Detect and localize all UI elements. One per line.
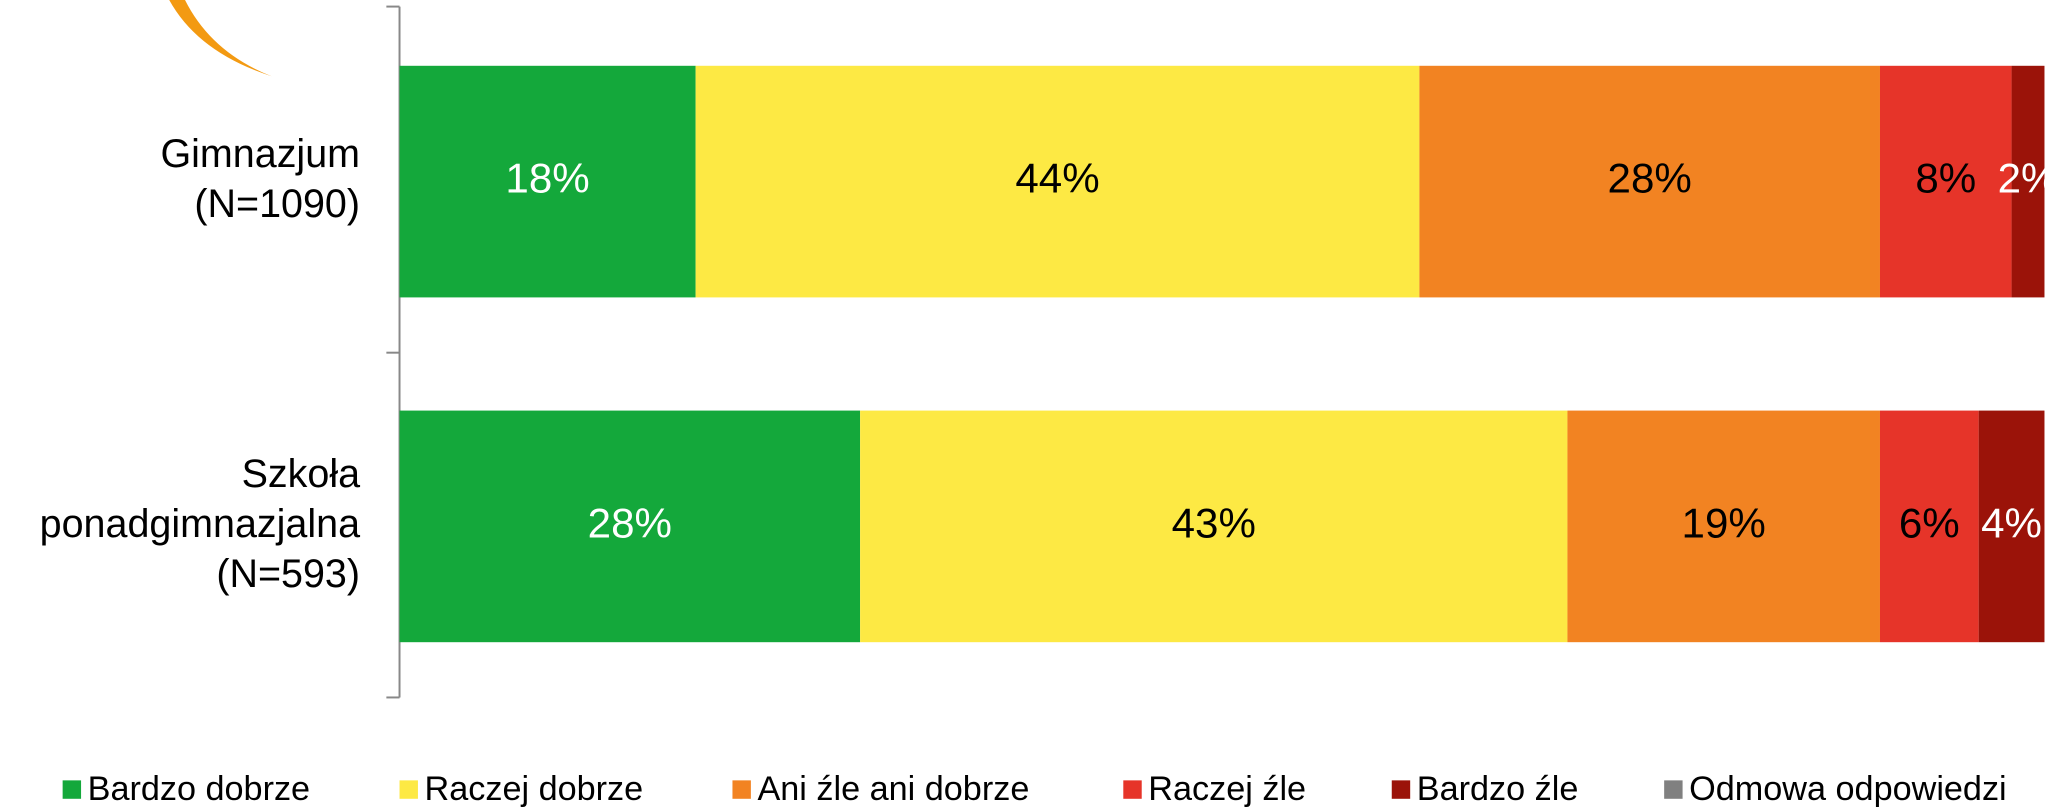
data-label: 44%	[1015, 155, 1099, 202]
bar-segment	[1879, 410, 1979, 643]
bar-segment	[2011, 65, 2045, 298]
data-label: 8%	[1915, 155, 1976, 202]
category-label: Gimnazjum	[160, 132, 360, 176]
bar-segment	[1879, 65, 2012, 298]
data-label: 4%	[1981, 500, 2042, 547]
legend-label: Ani źle ani dobrze	[757, 770, 1029, 808]
data-label: 28%	[1608, 155, 1692, 202]
legend-swatch	[1391, 780, 1411, 799]
legend-swatch	[399, 780, 418, 799]
legend-swatch	[1123, 780, 1142, 799]
data-label: 43%	[1172, 500, 1256, 547]
data-label: 28%	[588, 500, 672, 547]
bar-segment	[1978, 410, 2045, 643]
legend-label: Odmowa odpowiedzi	[1689, 770, 2006, 808]
logo-arc	[169, 0, 272, 77]
bar-segment	[860, 410, 1568, 643]
bar-segment	[1567, 410, 1880, 643]
data-label: 18%	[505, 155, 589, 202]
category-label: ponadgimnazjalna	[40, 502, 360, 546]
data-label: 19%	[1682, 500, 1766, 547]
bar-segment	[399, 410, 861, 643]
legend-swatch	[1664, 780, 1683, 799]
legend-label: Bardzo dobrze	[88, 770, 310, 808]
category-label: Szkoła	[242, 452, 361, 496]
category-label: (N=1090)	[194, 182, 360, 226]
category-label: (N=593)	[216, 552, 360, 596]
category-axis	[386, 5, 401, 699]
bar-segment	[1419, 65, 1880, 298]
data-label: 2%	[1998, 155, 2059, 202]
legend-label: Raczej dobrze	[425, 770, 644, 808]
bar-segment	[695, 65, 1420, 298]
legend-label: Bardzo źle	[1417, 770, 1579, 808]
legend-label: Raczej źle	[1148, 770, 1306, 808]
data-label: 6%	[1899, 500, 1960, 547]
legend-swatch	[62, 780, 82, 799]
bar-segment	[399, 65, 696, 298]
legend-swatch	[732, 780, 751, 799]
